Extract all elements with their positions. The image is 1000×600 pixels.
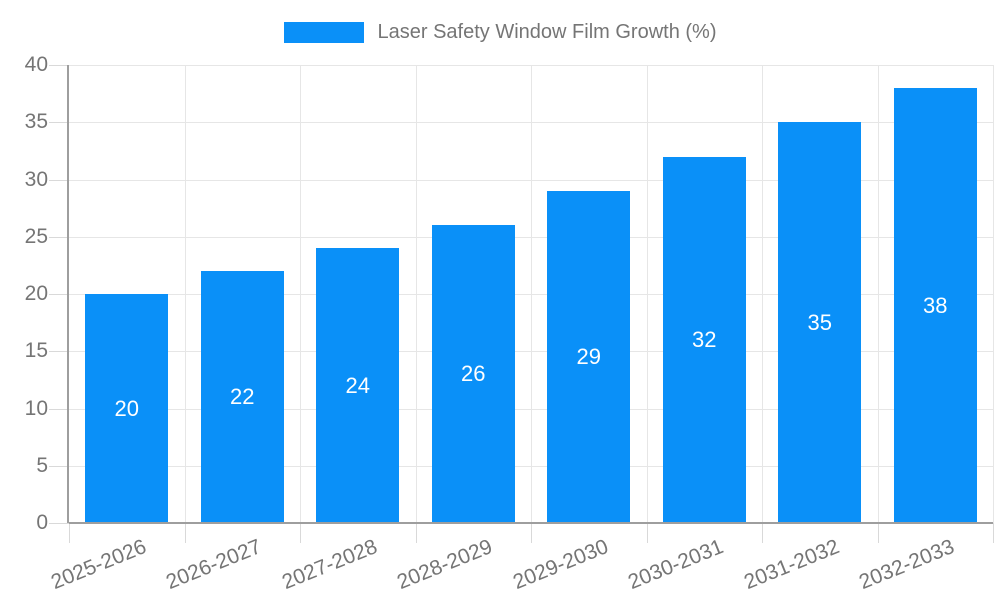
x-axis-tick [69, 523, 70, 543]
y-axis-label: 30 [24, 168, 48, 191]
bar[interactable] [85, 294, 168, 523]
y-axis-tick [49, 409, 69, 410]
y-axis-tick [49, 65, 69, 66]
x-axis-tick [185, 523, 186, 543]
x-axis-tick [993, 523, 994, 543]
x-axis-tick [762, 523, 763, 543]
y-axis-tick [49, 180, 69, 181]
gridline-vertical [993, 65, 994, 523]
y-axis-label: 35 [24, 110, 48, 133]
y-axis-tick [49, 122, 69, 123]
bar[interactable] [547, 191, 630, 523]
x-axis-tick [878, 523, 879, 543]
bar-value-label: 29 [576, 344, 601, 369]
bar-value-label: 26 [461, 361, 486, 386]
y-axis-label: 25 [24, 225, 48, 248]
x-axis-tick [531, 523, 532, 543]
gridline-vertical [300, 65, 301, 523]
y-axis-label: 20 [24, 282, 48, 305]
x-axis-tick [647, 523, 648, 543]
y-axis-tick [49, 294, 69, 295]
chart-legend: Laser Safety Window Film Growth (%) [0, 20, 1000, 44]
y-axis-line [67, 65, 69, 523]
y-axis-label: 10 [24, 397, 48, 420]
y-axis-label: 5 [36, 454, 48, 477]
y-axis-tick [49, 351, 69, 352]
gridline-vertical [878, 65, 879, 523]
y-axis-tick [49, 523, 69, 524]
legend-title: Laser Safety Window Film Growth (%) [377, 20, 717, 43]
x-axis-line [69, 522, 993, 524]
bar-value-label: 32 [692, 327, 717, 352]
gridline-vertical [647, 65, 648, 523]
y-axis-label: 40 [24, 53, 48, 76]
bar[interactable] [316, 248, 399, 523]
bar[interactable] [432, 225, 515, 523]
bar-value-label: 20 [114, 396, 139, 421]
y-axis-label: 15 [24, 339, 48, 362]
bar[interactable] [894, 88, 977, 523]
bar[interactable] [663, 157, 746, 523]
legend-swatch [283, 21, 364, 43]
gridline-vertical [531, 65, 532, 523]
gridline-vertical [185, 65, 186, 523]
x-axis-tick [300, 523, 301, 543]
y-axis-label: 0 [36, 511, 48, 534]
bar-value-label: 35 [807, 310, 832, 335]
gridline-vertical [762, 65, 763, 523]
bar-value-label: 38 [923, 293, 948, 318]
x-axis-tick [416, 523, 417, 543]
y-axis-tick [49, 237, 69, 238]
bar-value-label: 24 [345, 373, 370, 398]
bar-value-label: 22 [230, 384, 255, 409]
bar[interactable] [778, 122, 861, 523]
y-axis-tick [49, 466, 69, 467]
bar[interactable] [201, 271, 284, 523]
gridline-vertical [416, 65, 417, 523]
